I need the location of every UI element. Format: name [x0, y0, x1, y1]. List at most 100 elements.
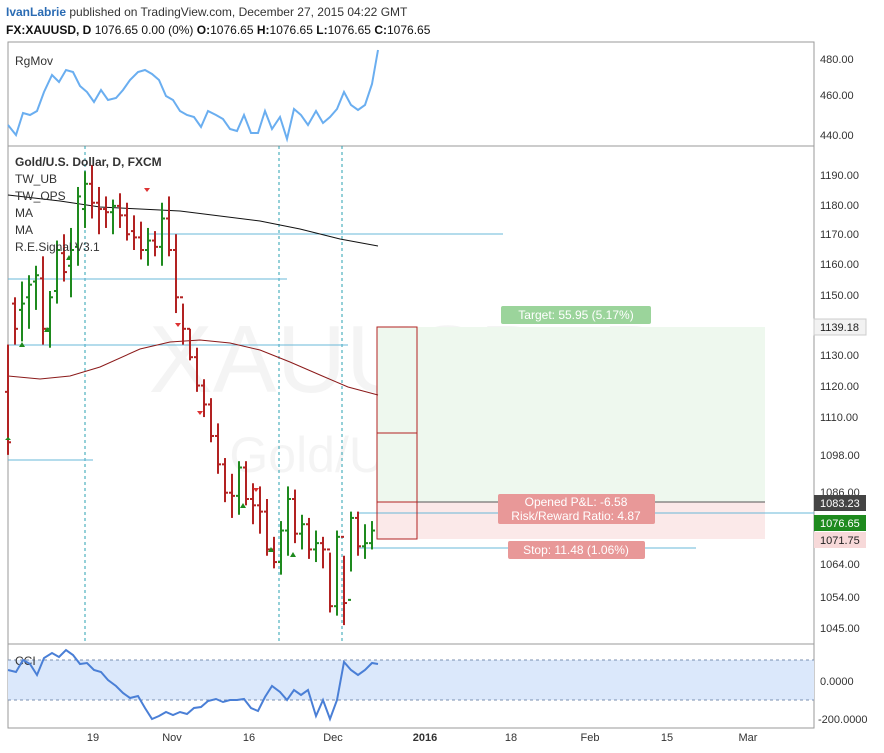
ohlc-bar — [341, 535, 347, 626]
ohlc-bar — [271, 536, 277, 569]
y-tick-label: 1170.00 — [820, 229, 859, 241]
pnl-label: Opened P&L: -6.58 — [525, 495, 628, 509]
y-tick-label: 1130.00 — [820, 350, 859, 362]
y-tick-label: 1180.00 — [820, 200, 859, 212]
high-value: 1076.65 — [269, 23, 313, 37]
time-axis[interactable]: 19 Nov 16 Dec 2016 18 Feb 15 Mar — [87, 732, 758, 744]
cci-axis[interactable]: 0.0000 -200.0000 — [818, 676, 868, 726]
ohlc-bar — [299, 514, 305, 550]
ohlc-bar — [33, 265, 39, 310]
price-badge-entry-text: 1083.23 — [820, 498, 860, 510]
risk-reward-label: Risk/Reward Ratio: 4.87 — [511, 509, 641, 523]
price-badge-target — [813, 318, 867, 336]
ohlc-bar — [243, 461, 249, 506]
ohlc-bar — [285, 486, 291, 556]
rgmov-y-tick: 440.00 — [820, 130, 854, 142]
signal-down-arrow — [175, 323, 181, 327]
ohlc-bar — [75, 186, 81, 266]
ohlc-bar — [82, 171, 88, 228]
published-text: published on TradingView.com, December 2… — [69, 5, 408, 19]
ohlc-bar — [26, 275, 32, 329]
cci-y-tick: 0.0000 — [820, 676, 854, 688]
open-value: 1076.65 — [210, 23, 254, 37]
rgmov-y-tick: 460.00 — [820, 90, 854, 102]
fast-moving-average — [7, 339, 379, 396]
x-tick-label: 16 — [243, 732, 255, 744]
close-value: 1076.65 — [387, 23, 431, 37]
ohlc-bar — [229, 473, 235, 518]
signal-down-arrow — [197, 411, 203, 415]
signal-up-arrow — [240, 503, 246, 508]
rgmov-y-tick: 480.00 — [820, 54, 854, 66]
x-tick-label: Mar — [739, 732, 758, 744]
ohlc-bar — [187, 327, 193, 361]
x-tick-label: 19 — [87, 732, 99, 744]
symbol-label[interactable]: FX:XAUUSD, D — [6, 23, 92, 37]
price-badge-current-text: 1076.65 — [820, 518, 860, 530]
ohlc-bar — [40, 256, 46, 345]
ohlc-bar — [257, 486, 263, 534]
ohlc-bar — [278, 521, 284, 575]
signal-up-arrow — [44, 327, 50, 332]
author-link[interactable]: IvanLabrie — [6, 5, 67, 19]
signal-up-arrow — [268, 547, 274, 552]
indicator-label[interactable]: MA — [15, 223, 33, 237]
price-badge-stop — [814, 532, 866, 548]
ohlc-bar — [327, 548, 333, 613]
signal-up-arrow — [290, 552, 296, 557]
cci-line — [7, 648, 379, 722]
low-value: 1076.65 — [327, 23, 371, 37]
indicator-label[interactable]: R.E.Signal V3.1 — [15, 240, 100, 254]
ohlc-bar — [348, 511, 354, 601]
x-tick-label: 15 — [661, 732, 673, 744]
stop-label-box[interactable] — [508, 541, 645, 559]
ohlc-bar — [5, 344, 11, 455]
indicator-label[interactable]: TW_OPS — [15, 189, 66, 203]
x-tick-label: Nov — [162, 732, 182, 744]
ohlc-bar — [89, 164, 95, 219]
publish-line: IvanLabrie published on TradingView.com,… — [6, 5, 407, 19]
ohlc-bar — [222, 458, 228, 503]
ohlc-bar — [313, 530, 319, 563]
cci-y-tick: -200.0000 — [818, 714, 868, 726]
y-tick-label: 1098.00 — [820, 450, 860, 462]
rgmov-axis[interactable]: 480.00 460.00 440.00 — [820, 54, 854, 142]
ohlc-bar — [96, 186, 102, 235]
x-tick-label: Dec — [323, 732, 343, 744]
ohlc-bar — [117, 193, 123, 228]
rgmov-title: RgMov — [15, 54, 53, 68]
y-tick-label: 1160.00 — [820, 259, 859, 271]
y-tick-label: 1190.00 — [820, 170, 859, 182]
price-pane-title: Gold/U.S. Dollar, D, FXCM — [15, 155, 162, 169]
ohlc-bar — [369, 521, 375, 550]
ohlc-bar — [138, 221, 144, 260]
price-badge-entry — [814, 495, 866, 511]
target-zone[interactable] — [377, 327, 765, 502]
ohlc-bar — [145, 227, 151, 266]
price-badge-stop-text: 1071.75 — [820, 535, 860, 547]
ohlc-bar — [320, 536, 326, 569]
ohlc-bar — [362, 524, 368, 559]
x-tick-label: 18 — [505, 732, 517, 744]
signal-up-arrow — [5, 437, 11, 440]
price-badge-current — [814, 515, 866, 531]
ohlc-bar — [19, 281, 25, 342]
ohlc-bar — [215, 423, 221, 474]
slow-moving-average — [7, 194, 379, 247]
y-tick-label: 1064.00 — [820, 559, 860, 571]
y-tick-label: 1054.00 — [820, 592, 860, 604]
ohlc-bar — [47, 290, 53, 348]
ohlc-bar — [355, 511, 361, 556]
price-axis[interactable]: 1190.00 1180.00 1170.00 1160.00 1150.00 … — [820, 170, 860, 635]
y-tick-label: 1045.00 — [820, 623, 860, 635]
indicator-label[interactable]: TW_UB — [15, 172, 57, 186]
pnl-label-box[interactable] — [498, 494, 655, 524]
quote-value: 1076.65 0.00 (0%) — [94, 23, 194, 37]
indicator-label[interactable]: MA — [15, 206, 33, 220]
ohlc-bars — [5, 164, 375, 626]
ohlc-bar — [54, 240, 60, 304]
target-label-box[interactable] — [501, 306, 651, 324]
ohlc-bar — [12, 297, 18, 345]
close-label: C: — [374, 23, 387, 37]
